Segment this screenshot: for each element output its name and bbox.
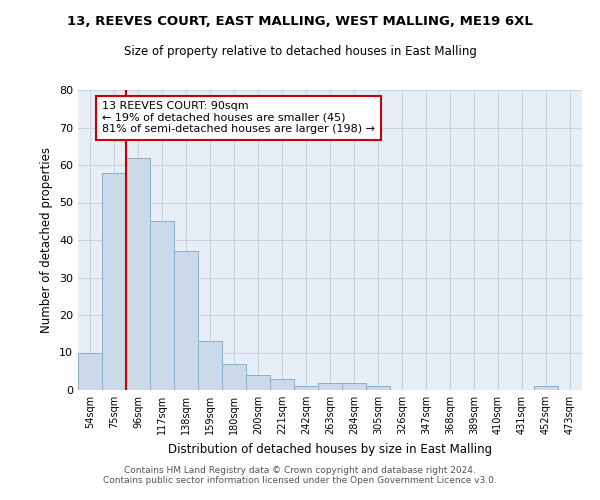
Bar — [126, 158, 150, 390]
Bar — [270, 379, 294, 390]
Text: Size of property relative to detached houses in East Malling: Size of property relative to detached ho… — [124, 45, 476, 58]
Bar — [222, 364, 246, 390]
Bar — [534, 386, 558, 390]
Bar — [318, 382, 342, 390]
Y-axis label: Number of detached properties: Number of detached properties — [40, 147, 53, 333]
Bar — [366, 386, 390, 390]
Text: Contains HM Land Registry data © Crown copyright and database right 2024.
Contai: Contains HM Land Registry data © Crown c… — [103, 466, 497, 485]
Text: 13, REEVES COURT, EAST MALLING, WEST MALLING, ME19 6XL: 13, REEVES COURT, EAST MALLING, WEST MAL… — [67, 15, 533, 28]
Bar — [198, 341, 222, 390]
Bar — [102, 172, 126, 390]
Bar — [78, 352, 102, 390]
Bar — [342, 382, 366, 390]
Bar — [294, 386, 318, 390]
Bar — [246, 375, 270, 390]
Text: 13 REEVES COURT: 90sqm
← 19% of detached houses are smaller (45)
81% of semi-det: 13 REEVES COURT: 90sqm ← 19% of detached… — [102, 101, 375, 134]
X-axis label: Distribution of detached houses by size in East Malling: Distribution of detached houses by size … — [168, 442, 492, 456]
Bar — [174, 251, 198, 390]
Bar — [150, 221, 174, 390]
